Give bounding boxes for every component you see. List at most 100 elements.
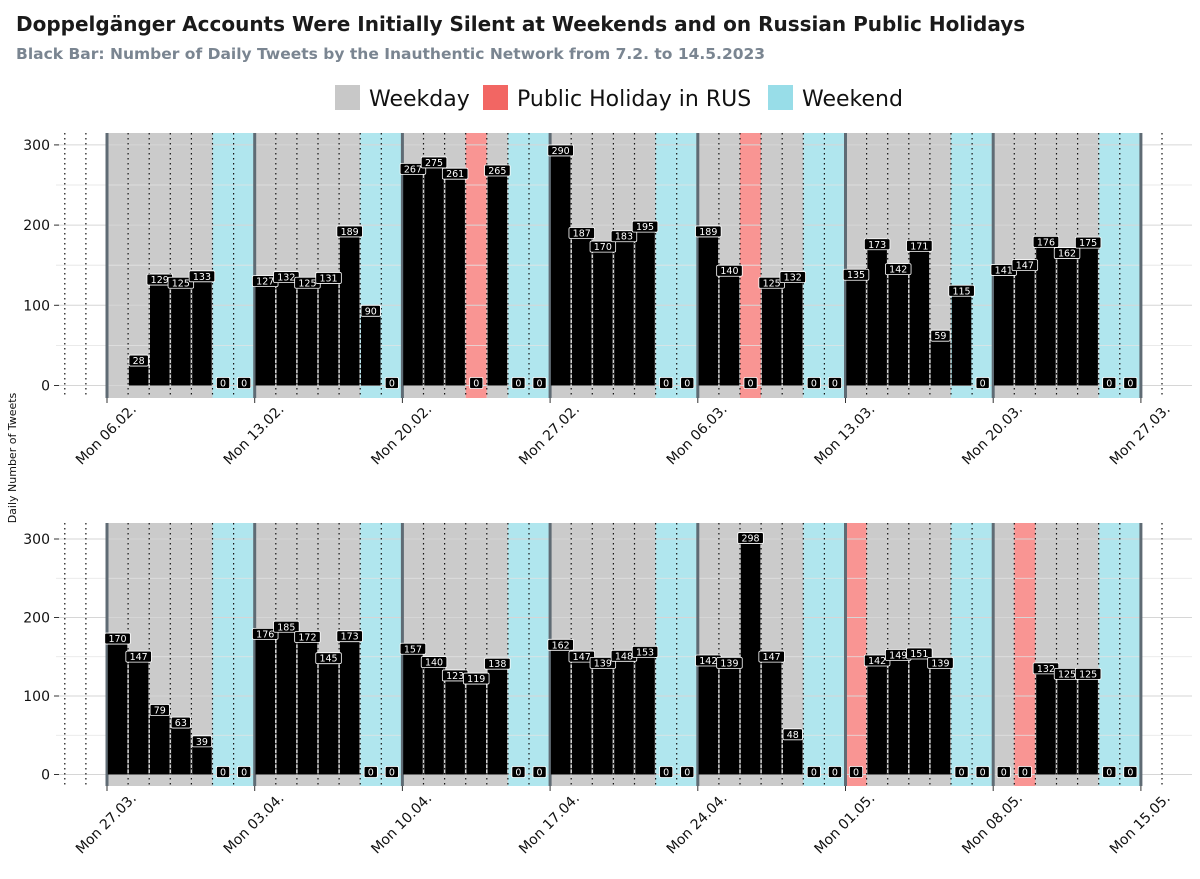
bar-03.03. — [635, 229, 655, 386]
data-label-31.03.: 39 — [196, 737, 208, 748]
data-label-bg-06.04. — [315, 652, 342, 665]
bar-01.03. — [593, 249, 613, 386]
data-label-bg-06.05. — [954, 766, 969, 778]
data-label-18.02.: 90 — [365, 306, 377, 317]
data-label-bg-18.04. — [568, 650, 595, 663]
data-label-27.02.: 290 — [552, 146, 570, 157]
day-band-09.05. — [1014, 523, 1036, 786]
bar-06.03. — [698, 233, 719, 386]
day-band-30.04. — [824, 523, 846, 786]
data-label-20.04.: 148 — [615, 651, 633, 662]
y-tick-label-300: 300 — [23, 532, 50, 548]
data-label-bg-30.04. — [827, 766, 842, 778]
bar-11.04. — [424, 664, 444, 775]
data-label-05.05.: 139 — [931, 658, 949, 669]
data-label-bg-07.03. — [716, 264, 743, 277]
data-label-bg-25.04. — [716, 656, 743, 669]
data-label-bg-12.02. — [237, 377, 252, 389]
x-tick-label-0: Mon 27.03. — [73, 791, 140, 858]
data-label-bg-19.03. — [975, 377, 990, 389]
data-label-08.04.: 0 — [368, 768, 374, 779]
day-band-13.05. — [1098, 523, 1120, 786]
day-band-16.04. — [529, 523, 551, 786]
data-label-14.03.: 173 — [868, 240, 886, 251]
bar-10.04. — [403, 651, 423, 775]
bar-03.05. — [888, 657, 908, 775]
data-label-19.03.: 0 — [980, 379, 986, 390]
data-label-23.03.: 162 — [1058, 249, 1076, 260]
data-label-12.02.: 0 — [241, 379, 247, 390]
data-label-bg-04.05. — [906, 647, 933, 660]
bar-23.03. — [1057, 255, 1077, 386]
data-label-28.02.: 187 — [573, 229, 591, 240]
data-label-03.05.: 149 — [889, 651, 907, 662]
data-label-28.03.: 147 — [130, 652, 148, 663]
data-label-bg-28.03. — [125, 650, 152, 663]
bar-16.02. — [318, 280, 339, 386]
data-label-23.04.: 0 — [684, 768, 690, 779]
day-band-08.05. — [993, 523, 1015, 786]
data-label-10.04.: 157 — [404, 644, 422, 655]
data-label-bg-04.03. — [659, 377, 674, 389]
data-label-13.02.: 127 — [256, 277, 274, 288]
data-label-02.04.: 0 — [241, 768, 247, 779]
data-label-10.02.: 133 — [193, 272, 211, 283]
data-label-11.02.: 0 — [220, 379, 226, 390]
data-label-22.04.: 0 — [663, 768, 669, 779]
y-tick-label-200: 200 — [23, 611, 50, 627]
data-label-bg-19.04. — [589, 656, 617, 669]
x-tick-label-3: Mon 17.04. — [516, 791, 583, 858]
bar-28.04. — [783, 736, 803, 775]
data-label-04.04.: 185 — [277, 622, 295, 633]
data-label-bg-21.02. — [420, 156, 448, 169]
bar-22.03. — [1036, 244, 1056, 386]
bar-21.02. — [424, 164, 444, 386]
bar-13.02. — [255, 283, 275, 386]
data-label-07.03.: 140 — [720, 266, 738, 277]
x-tick-label-1: Mon 03.04. — [221, 791, 288, 858]
data-label-30.03.: 63 — [175, 718, 187, 729]
bar-07.04. — [339, 638, 360, 775]
bar-10.02. — [192, 278, 212, 386]
data-label-bg-16.04. — [532, 766, 547, 778]
data-label-17.03.: 59 — [934, 331, 946, 342]
data-label-bg-25.02. — [511, 377, 526, 389]
data-label-bg-03.04. — [252, 627, 279, 640]
data-label-18.04.: 147 — [573, 652, 591, 663]
x-tick-label-4: Mon 06.03. — [664, 402, 731, 469]
bar-27.03. — [107, 641, 128, 775]
bar-10.03. — [783, 279, 803, 386]
data-label-bg-13.03. — [842, 268, 870, 281]
bar-19.04. — [593, 665, 613, 775]
day-band-01.05. — [845, 523, 867, 786]
data-label-27.04.: 147 — [763, 652, 781, 663]
data-label-12.04.: 123 — [446, 671, 464, 682]
data-label-bg-08.05. — [996, 766, 1011, 778]
x-tick-label-0: Mon 06.02. — [73, 402, 140, 469]
data-label-bg-21.04. — [631, 645, 659, 658]
y-tick-label-200: 200 — [23, 218, 50, 234]
data-label-24.03.: 175 — [1079, 238, 1097, 249]
bar-10.05. — [1036, 670, 1056, 775]
data-label-bg-17.02. — [336, 225, 363, 238]
data-label-bg-23.03. — [1053, 247, 1081, 259]
bar-15.02. — [297, 285, 318, 386]
data-label-07.05.: 0 — [980, 768, 986, 779]
data-label-25.04.: 139 — [720, 658, 738, 669]
legend-label-2: Weekend — [802, 87, 903, 112]
data-label-bg-13.04. — [463, 672, 490, 685]
bar-04.05. — [909, 655, 930, 775]
data-label-26.04.: 298 — [741, 534, 759, 545]
data-label-29.04.: 0 — [811, 768, 817, 779]
data-label-bg-03.03. — [631, 220, 659, 233]
bar-18.03. — [951, 293, 972, 386]
data-label-17.04.: 162 — [552, 640, 570, 651]
data-label-bg-01.03. — [589, 240, 617, 253]
bar-21.04. — [635, 654, 655, 775]
data-label-03.04.: 176 — [256, 629, 274, 640]
data-label-bg-10.03. — [779, 271, 806, 284]
data-label-11.03.: 0 — [811, 379, 817, 390]
x-tick-label-7: Mon 15.05. — [1107, 791, 1174, 858]
